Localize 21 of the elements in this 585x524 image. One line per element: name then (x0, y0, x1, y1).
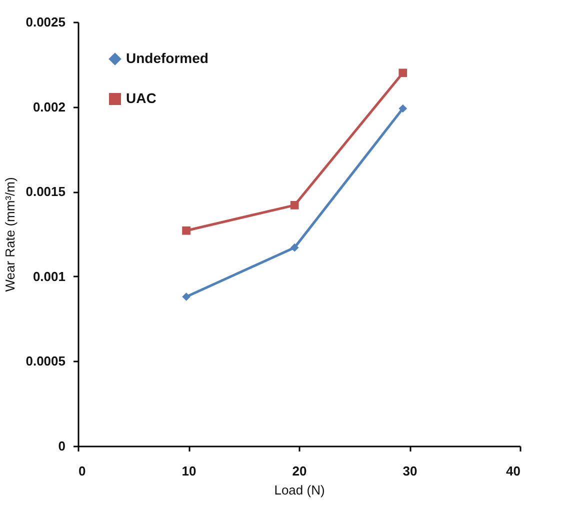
legend-label: UAC (126, 90, 156, 106)
point (290, 243, 299, 252)
y-tick-label: 0.001 (32, 268, 66, 284)
x-axis-title: Load (N) (274, 482, 325, 498)
x-tick-label: 30 (402, 464, 418, 478)
x-tick-label: 10 (182, 464, 196, 478)
y-tick-label: 0.002 (32, 99, 66, 114)
y-axis-title: Wear Rate (mm³/m) (2, 177, 18, 292)
x-tick-label: 0 (78, 464, 86, 478)
legend-label: Undeformed (126, 50, 208, 66)
y-tick-label: 0.0025 (26, 14, 66, 30)
point (290, 200, 299, 210)
point (398, 68, 408, 78)
y-tick-label: 0.0005 (26, 354, 66, 369)
y-tick-label: 0.0015 (26, 184, 66, 200)
x-tick-label: 40 (506, 464, 520, 478)
y-tick-label: 0 (58, 438, 66, 454)
point (182, 292, 190, 301)
point (398, 104, 408, 113)
point (182, 226, 190, 235)
x-tick-label: 20 (292, 464, 307, 478)
